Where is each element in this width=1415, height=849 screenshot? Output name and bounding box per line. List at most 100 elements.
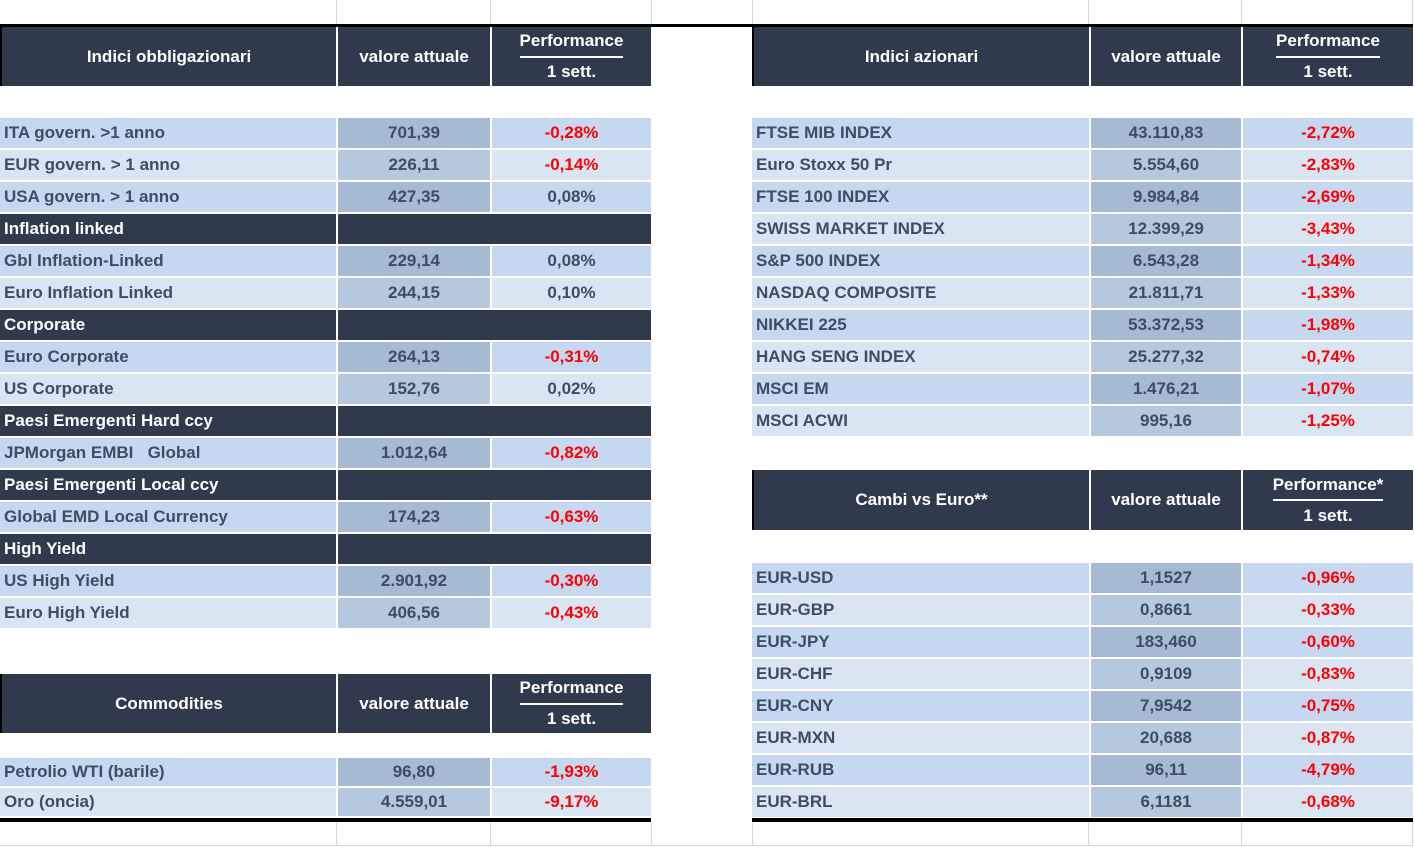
- row-performance[interactable]: -0,87%: [1243, 723, 1413, 753]
- row-performance[interactable]: -0,96%: [1243, 563, 1413, 593]
- row-label[interactable]: Euro Inflation Linked: [0, 278, 338, 308]
- section-fill[interactable]: [338, 310, 651, 340]
- row-performance[interactable]: -4,79%: [1243, 755, 1413, 785]
- row-value[interactable]: 9.984,84: [1091, 182, 1243, 212]
- row-value[interactable]: 96,11: [1091, 755, 1243, 785]
- section-fill[interactable]: [338, 534, 651, 564]
- row-performance[interactable]: -0,68%: [1243, 787, 1413, 817]
- row-label[interactable]: US High Yield: [0, 566, 338, 596]
- row-performance[interactable]: -0,60%: [1243, 627, 1413, 657]
- row-value[interactable]: 6.543,28: [1091, 246, 1243, 276]
- section-fill[interactable]: [338, 406, 651, 436]
- row-value[interactable]: 1.476,21: [1091, 374, 1243, 404]
- row-value[interactable]: 6,1181: [1091, 787, 1243, 817]
- equity-performance-column-header[interactable]: Performance 1 sett.: [1243, 27, 1413, 86]
- row-value[interactable]: 174,23: [338, 502, 492, 532]
- row-label[interactable]: EUR-CHF: [752, 659, 1091, 689]
- row-value[interactable]: 4.559,01: [338, 788, 492, 816]
- row-label[interactable]: MSCI ACWI: [752, 406, 1091, 436]
- row-performance[interactable]: -1,93%: [492, 758, 651, 786]
- row-label[interactable]: EUR-BRL: [752, 787, 1091, 817]
- section-fill[interactable]: [338, 470, 651, 500]
- row-value[interactable]: 226,11: [338, 150, 492, 180]
- equity-value-column-header[interactable]: valore attuale: [1091, 27, 1243, 86]
- row-performance[interactable]: -0,75%: [1243, 691, 1413, 721]
- row-performance[interactable]: -1,25%: [1243, 406, 1413, 436]
- row-label[interactable]: Petrolio WTI (barile): [0, 758, 338, 786]
- row-performance[interactable]: -9,17%: [492, 788, 651, 816]
- row-performance[interactable]: -2,69%: [1243, 182, 1413, 212]
- row-value[interactable]: 264,13: [338, 342, 492, 372]
- row-performance[interactable]: -2,83%: [1243, 150, 1413, 180]
- row-label[interactable]: HANG SENG INDEX: [752, 342, 1091, 372]
- section-fill[interactable]: [338, 214, 651, 244]
- row-performance[interactable]: -0,33%: [1243, 595, 1413, 625]
- row-performance[interactable]: -0,43%: [492, 598, 651, 628]
- row-value[interactable]: 183,460: [1091, 627, 1243, 657]
- row-label[interactable]: Euro High Yield: [0, 598, 338, 628]
- section-label[interactable]: Paesi Emergenti Hard ccy: [0, 406, 338, 436]
- row-performance[interactable]: -1,07%: [1243, 374, 1413, 404]
- row-label[interactable]: FTSE 100 INDEX: [752, 182, 1091, 212]
- row-performance[interactable]: -3,43%: [1243, 214, 1413, 244]
- fx-title[interactable]: Cambi vs Euro**: [754, 470, 1091, 530]
- row-value[interactable]: 406,56: [338, 598, 492, 628]
- section-label[interactable]: Paesi Emergenti Local ccy: [0, 470, 338, 500]
- row-label[interactable]: FTSE MIB INDEX: [752, 118, 1091, 148]
- row-value[interactable]: 0,9109: [1091, 659, 1243, 689]
- fx-value-column-header[interactable]: valore attuale: [1091, 470, 1243, 530]
- row-performance[interactable]: 0,10%: [492, 278, 651, 308]
- row-value[interactable]: 53.372,53: [1091, 310, 1243, 340]
- row-label[interactable]: USA govern. > 1 anno: [0, 182, 338, 212]
- row-value[interactable]: 5.554,60: [1091, 150, 1243, 180]
- commodities-value-column-header[interactable]: valore attuale: [338, 674, 492, 733]
- row-performance[interactable]: 0,08%: [492, 182, 651, 212]
- bond-indices-title[interactable]: Indici obbligazionari: [2, 27, 338, 86]
- row-value[interactable]: 152,76: [338, 374, 492, 404]
- row-performance[interactable]: -1,98%: [1243, 310, 1413, 340]
- row-performance[interactable]: -0,82%: [492, 438, 651, 468]
- row-value[interactable]: 96,80: [338, 758, 492, 786]
- row-performance[interactable]: -1,33%: [1243, 278, 1413, 308]
- row-value[interactable]: 701,39: [338, 118, 492, 148]
- section-label[interactable]: Corporate: [0, 310, 338, 340]
- row-value[interactable]: 2.901,92: [338, 566, 492, 596]
- row-performance[interactable]: -0,83%: [1243, 659, 1413, 689]
- row-performance[interactable]: 0,08%: [492, 246, 651, 276]
- row-label[interactable]: Global EMD Local Currency: [0, 502, 338, 532]
- row-label[interactable]: Euro Corporate: [0, 342, 338, 372]
- row-performance[interactable]: 0,02%: [492, 374, 651, 404]
- row-label[interactable]: EUR-MXN: [752, 723, 1091, 753]
- row-label[interactable]: EUR-RUB: [752, 755, 1091, 785]
- row-value[interactable]: 244,15: [338, 278, 492, 308]
- row-value[interactable]: 43.110,83: [1091, 118, 1243, 148]
- row-label[interactable]: EUR govern. > 1 anno: [0, 150, 338, 180]
- row-value[interactable]: 229,14: [338, 246, 492, 276]
- section-label[interactable]: Inflation linked: [0, 214, 338, 244]
- row-value[interactable]: 1.012,64: [338, 438, 492, 468]
- row-performance[interactable]: -0,14%: [492, 150, 651, 180]
- bond-performance-column-header[interactable]: Performance 1 sett.: [492, 27, 651, 86]
- commodities-title[interactable]: Commodities: [2, 674, 338, 733]
- row-label[interactable]: JPMorgan EMBI Global: [0, 438, 338, 468]
- row-performance[interactable]: -2,72%: [1243, 118, 1413, 148]
- row-value[interactable]: 1,1527: [1091, 563, 1243, 593]
- row-label[interactable]: NASDAQ COMPOSITE: [752, 278, 1091, 308]
- row-performance[interactable]: -0,28%: [492, 118, 651, 148]
- row-performance[interactable]: -1,34%: [1243, 246, 1413, 276]
- row-performance[interactable]: -0,63%: [492, 502, 651, 532]
- row-label[interactable]: Gbl Inflation-Linked: [0, 246, 338, 276]
- row-value[interactable]: 21.811,71: [1091, 278, 1243, 308]
- row-value[interactable]: 0,8661: [1091, 595, 1243, 625]
- row-label[interactable]: EUR-CNY: [752, 691, 1091, 721]
- row-label[interactable]: Euro Stoxx 50 Pr: [752, 150, 1091, 180]
- row-label[interactable]: Oro (oncia): [0, 788, 338, 816]
- row-performance[interactable]: -0,74%: [1243, 342, 1413, 372]
- row-value[interactable]: 7,9542: [1091, 691, 1243, 721]
- row-value[interactable]: 995,16: [1091, 406, 1243, 436]
- row-label[interactable]: S&P 500 INDEX: [752, 246, 1091, 276]
- row-label[interactable]: NIKKEI 225: [752, 310, 1091, 340]
- row-label[interactable]: EUR-GBP: [752, 595, 1091, 625]
- section-label[interactable]: High Yield: [0, 534, 338, 564]
- row-label[interactable]: EUR-JPY: [752, 627, 1091, 657]
